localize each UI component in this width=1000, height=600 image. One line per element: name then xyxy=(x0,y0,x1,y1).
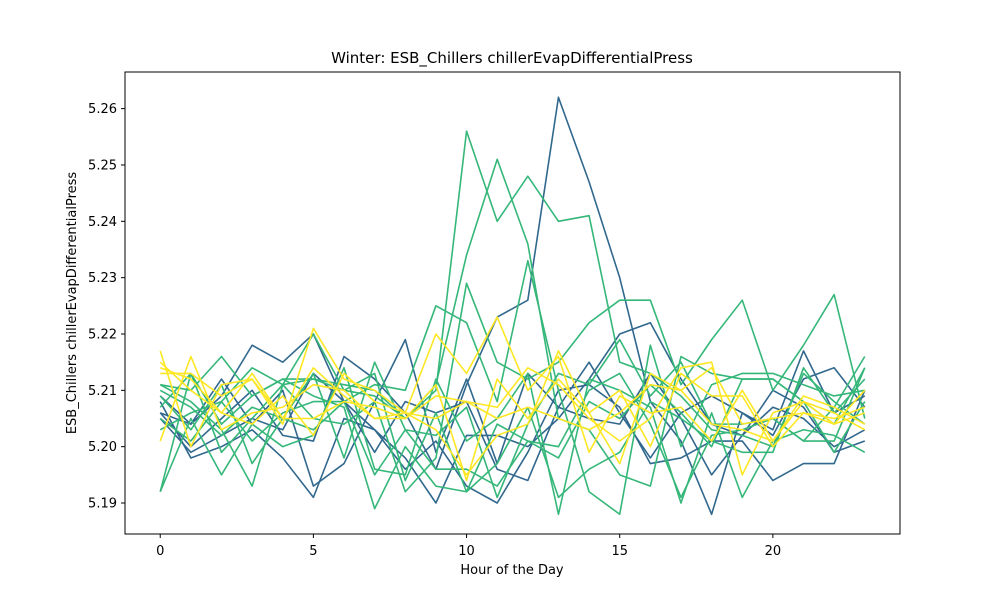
y-tick-label: 5.20 xyxy=(88,440,117,455)
series-line-10 xyxy=(159,333,866,499)
y-tick-label: 5.21 xyxy=(88,384,117,399)
series-lines xyxy=(159,96,866,516)
series-line-4 xyxy=(159,321,866,504)
series-line-12 xyxy=(160,355,866,510)
series-line-7 xyxy=(159,158,866,487)
x-tick-label: 0 xyxy=(156,544,164,559)
x-tick-label: 10 xyxy=(458,544,475,559)
x-tick-label: 5 xyxy=(309,544,317,559)
y-tick-label: 5.22 xyxy=(88,327,117,342)
series-line-15 xyxy=(159,316,866,454)
x-tick-label: 15 xyxy=(611,544,628,559)
y-tick-label: 5.23 xyxy=(88,271,117,286)
y-axis-label: ESB_Chillers chillerEvapDifferentialPres… xyxy=(65,172,80,435)
y-axis-ticks: 5.19 5.20 5.21 5.22 5.23 5.24 5.25 5.26 xyxy=(88,102,125,512)
x-tick-label: 20 xyxy=(765,544,782,559)
y-tick-label: 5.19 xyxy=(88,497,117,512)
chart-title: Winter: ESB_Chillers chillerEvapDifferen… xyxy=(331,49,693,68)
series-line-9 xyxy=(159,282,866,493)
x-axis-label: Hour of the Day xyxy=(460,563,564,578)
series-line-13 xyxy=(159,366,866,516)
plot-frame xyxy=(124,71,901,535)
series-line-16 xyxy=(159,355,866,476)
y-tick-label: 5.26 xyxy=(88,102,117,117)
y-tick-label: 5.25 xyxy=(88,158,117,173)
series-line-19 xyxy=(159,361,866,431)
y-tick-label: 5.24 xyxy=(88,215,117,230)
x-axis-ticks: 0 5 10 15 20 xyxy=(156,534,781,559)
series-line-3 xyxy=(159,383,866,504)
series-line-2 xyxy=(159,338,866,487)
series-line-18 xyxy=(159,350,866,476)
